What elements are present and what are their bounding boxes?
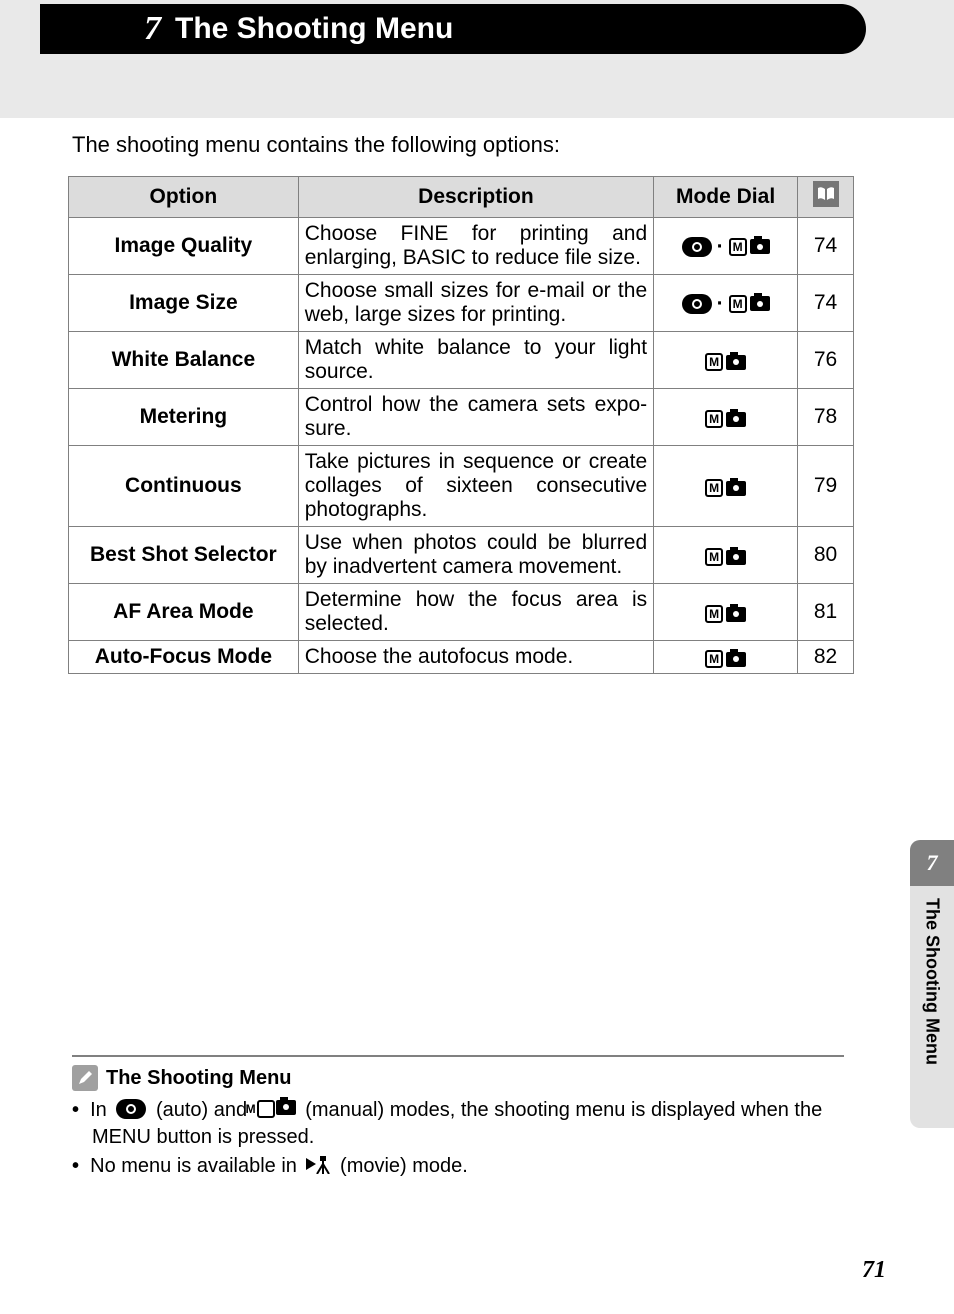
note-heading: The Shooting Menu <box>72 1065 844 1091</box>
m-box-icon: M <box>705 650 723 668</box>
m-box-icon: M <box>705 479 723 497</box>
intro-text: The shooting menu contains the following… <box>72 132 560 158</box>
camera-icon <box>726 481 746 496</box>
cell-mode-dial: M <box>654 584 798 641</box>
cell-option: Best Shot Selector <box>69 527 299 584</box>
side-tab-label-box: The Shooting Menu <box>910 886 954 1128</box>
cell-mode-dial: M <box>654 332 798 389</box>
camera-icon <box>726 652 746 667</box>
m-box-icon: M <box>729 238 747 256</box>
note-item-1: In (auto) and M (manual) modes, the shoo… <box>72 1097 844 1151</box>
m-box-icon: M <box>705 548 723 566</box>
camera-icon <box>726 550 746 565</box>
note-1-a: In <box>90 1099 107 1121</box>
cell-mode-dial: M <box>654 641 798 674</box>
cell-description: Choose small sizes for e-mail or the web… <box>298 275 653 332</box>
manual-mode-icon: M <box>257 1100 296 1118</box>
note-title: The Shooting Menu <box>106 1067 292 1090</box>
camera-icon <box>726 412 746 427</box>
cell-option: Image Size <box>69 275 299 332</box>
page-number: 71 <box>862 1257 886 1284</box>
cell-page: 76 <box>798 332 854 389</box>
header-page-ref <box>798 177 854 218</box>
cell-description: Take pictures in sequence or create coll… <box>298 446 653 527</box>
cell-description: Choose FINE for printing and enlarging, … <box>298 218 653 275</box>
cell-option: Metering <box>69 389 299 446</box>
m-box-icon: M <box>705 410 723 428</box>
side-tab: 7 The Shooting Menu <box>910 840 954 1128</box>
cell-option: Auto-Focus Mode <box>69 641 299 674</box>
camera-icon <box>726 607 746 622</box>
side-tab-label: The Shooting Menu <box>922 898 943 1065</box>
movie-mode-icon <box>306 1156 330 1174</box>
header-bar: 7 The Shooting Menu <box>40 4 864 54</box>
table-row: Image SizeChoose small sizes for e-mail … <box>69 275 854 332</box>
header-option: Option <box>69 177 299 218</box>
m-box-icon: M <box>705 353 723 371</box>
side-tab-number: 7 <box>910 840 954 886</box>
note-list: In (auto) and M (manual) modes, the shoo… <box>72 1097 844 1180</box>
page-ref-icon <box>813 181 839 207</box>
auto-mode-icon <box>116 1099 146 1119</box>
cell-page: 74 <box>798 218 854 275</box>
cell-option: AF Area Mode <box>69 584 299 641</box>
pencil-icon <box>72 1065 98 1091</box>
table-row: Best Shot SelectorUse when photos could … <box>69 527 854 584</box>
note-box: The Shooting Menu In (auto) and M (manua… <box>72 1055 844 1182</box>
table-row: MeteringControl how the camera sets expo… <box>69 389 854 446</box>
cell-option: Image Quality <box>69 218 299 275</box>
cell-page: 81 <box>798 584 854 641</box>
camera-icon <box>750 239 770 254</box>
cell-mode-dial: M <box>654 446 798 527</box>
shooting-menu-table: Option Description Mode Dial Image Quali… <box>68 176 854 674</box>
m-box-icon: M <box>705 605 723 623</box>
auto-mode-icon <box>682 237 712 257</box>
camera-icon <box>750 296 770 311</box>
chapter-title: The Shooting Menu <box>175 12 453 46</box>
cell-description: Control how the camera sets expo­sure. <box>298 389 653 446</box>
chapter-number: 7 <box>144 10 161 48</box>
cell-page: 78 <box>798 389 854 446</box>
cell-mode-dial: ·M <box>654 275 798 332</box>
cell-description: Use when photos could be blurred by inad… <box>298 527 653 584</box>
cell-mode-dial: M <box>654 389 798 446</box>
cell-option: White Balance <box>69 332 299 389</box>
note-item-2: No menu is available in (movie) mode. <box>72 1153 844 1180</box>
auto-mode-icon <box>682 294 712 314</box>
table-row: Image QualityChoose FINE for printing an… <box>69 218 854 275</box>
cell-mode-dial: M <box>654 527 798 584</box>
m-box-icon: M <box>729 295 747 313</box>
cell-description: Match white balance to your light source… <box>298 332 653 389</box>
cell-mode-dial: ·M <box>654 218 798 275</box>
note-1-b: (auto) and <box>156 1099 247 1121</box>
table-row: Auto-Focus ModeChoose the autofocus mode… <box>69 641 854 674</box>
table-row: AF Area ModeDetermine how the focus area… <box>69 584 854 641</box>
cell-description: Choose the autofocus mode. <box>298 641 653 674</box>
manual-page: 7 The Shooting Menu The shooting menu co… <box>0 0 954 1314</box>
note-2-a: No menu is available in <box>90 1155 297 1177</box>
table-row: ContinuousTake pictures in sequence or c… <box>69 446 854 527</box>
cell-page: 80 <box>798 527 854 584</box>
cell-page: 74 <box>798 275 854 332</box>
cell-page: 82 <box>798 641 854 674</box>
table-row: White BalanceMatch white balance to your… <box>69 332 854 389</box>
cell-option: Continuous <box>69 446 299 527</box>
table-header-row: Option Description Mode Dial <box>69 177 854 218</box>
camera-icon <box>726 355 746 370</box>
cell-page: 79 <box>798 446 854 527</box>
header-mode-dial: Mode Dial <box>654 177 798 218</box>
header-inner: 7 The Shooting Menu <box>40 4 866 54</box>
header-description: Description <box>298 177 653 218</box>
note-2-b: (movie) mode. <box>340 1155 468 1177</box>
cell-description: Determine how the focus area is selected… <box>298 584 653 641</box>
